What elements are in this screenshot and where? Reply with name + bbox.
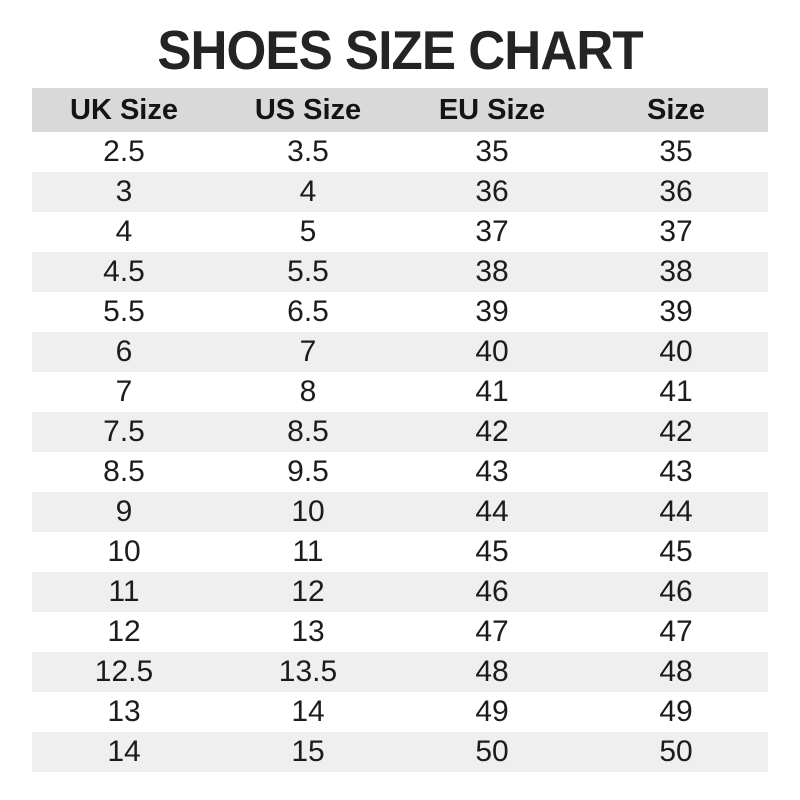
table-cell: 12.5 — [94, 655, 154, 688]
table-cell: 39 — [475, 295, 509, 328]
table-cell: 40 — [659, 335, 693, 368]
table-cell: 47 — [475, 615, 509, 648]
table-cell: 42 — [475, 415, 509, 448]
table-cell: 44 — [475, 495, 509, 528]
table-cell: 8.5 — [287, 415, 329, 448]
table-row: 13 14 49 49 — [32, 692, 768, 732]
table-cell: 9.5 — [287, 455, 329, 488]
table-cell: 40 — [475, 335, 509, 368]
table-cell: 5 — [299, 215, 317, 248]
header-row: UK Size US Size EU Size Size — [32, 88, 768, 132]
page-title: SHOES SIZE CHART — [157, 19, 643, 81]
table-cell: 6 — [115, 335, 133, 368]
table-cell: 6.5 — [287, 295, 329, 328]
table-row: 9 10 44 44 — [32, 492, 768, 532]
table-cell: 50 — [475, 735, 509, 768]
table-cell: 43 — [659, 455, 693, 488]
table-cell: 41 — [475, 375, 509, 408]
table-cell: 42 — [659, 415, 693, 448]
table-cell: 45 — [475, 535, 509, 568]
table-row: 7.5 8.5 42 42 — [32, 412, 768, 452]
table-cell: 4.5 — [103, 255, 145, 288]
table-cell: 15 — [291, 735, 325, 768]
table-cell: 50 — [659, 735, 693, 768]
table-cell: 4 — [115, 215, 133, 248]
table-cell: 8.5 — [103, 455, 145, 488]
table-cell: 48 — [659, 655, 693, 688]
table-cell: 49 — [475, 695, 509, 728]
table-cell: 5.5 — [287, 255, 329, 288]
table-cell: 7 — [115, 375, 133, 408]
table-cell: 7.5 — [103, 415, 145, 448]
table-row: 4.5 5.5 38 38 — [32, 252, 768, 292]
table-header: UK Size US Size EU Size Size — [32, 88, 768, 132]
table-cell: 38 — [475, 255, 509, 288]
table-cell: 37 — [659, 215, 693, 248]
table-body: 2.5 3.5 35 35 3 4 36 36 4 5 37 37 4.5 5.5 38 38 5.5 6.5 39… — [32, 132, 768, 772]
column-header-eu-size: EU Size — [400, 88, 584, 132]
table-cell: 38 — [659, 255, 693, 288]
table-row: 10 11 45 45 — [32, 532, 768, 572]
column-header-us-size: US Size — [216, 88, 400, 132]
table-cell: 10 — [107, 535, 141, 568]
table-cell: 10 — [291, 495, 325, 528]
table-cell: 46 — [659, 575, 693, 608]
table-row: 2.5 3.5 35 35 — [32, 132, 768, 172]
table-cell: 36 — [475, 175, 509, 208]
table-cell: 14 — [291, 695, 325, 728]
table-cell: 48 — [475, 655, 509, 688]
table-row: 7 8 41 41 — [32, 372, 768, 412]
column-header-uk-size: UK Size — [32, 88, 216, 132]
table-cell: 9 — [115, 495, 133, 528]
table-cell: 35 — [475, 135, 509, 168]
table-cell: 12 — [107, 615, 141, 648]
table-cell: 13.5 — [278, 655, 338, 688]
size-chart-table: UK Size US Size EU Size Size 2.5 3.5 35 35 3 4 36… — [32, 88, 768, 772]
table-cell: 43 — [475, 455, 509, 488]
table-cell: 5.5 — [103, 295, 145, 328]
table-cell: 4 — [299, 175, 317, 208]
table-row: 8.5 9.5 43 43 — [32, 452, 768, 492]
table-row: 12 13 47 47 — [32, 612, 768, 652]
table-cell: 11 — [108, 575, 140, 608]
table-cell: 49 — [659, 695, 693, 728]
table-cell: 44 — [659, 495, 693, 528]
table-cell: 3.5 — [287, 135, 329, 168]
table-cell: 46 — [475, 575, 509, 608]
table-row: 11 12 46 46 — [32, 572, 768, 612]
table-row: 4 5 37 37 — [32, 212, 768, 252]
table-row: 3 4 36 36 — [32, 172, 768, 212]
table-cell: 36 — [659, 175, 693, 208]
table-cell: 11 — [292, 535, 324, 568]
table-cell: 39 — [659, 295, 693, 328]
table-cell: 3 — [115, 175, 133, 208]
table-row: 14 15 50 50 — [32, 732, 768, 772]
table-cell: 37 — [475, 215, 509, 248]
table-cell: 41 — [659, 375, 693, 408]
table-cell: 2.5 — [103, 135, 145, 168]
table-row: 6 7 40 40 — [32, 332, 768, 372]
table-cell: 35 — [659, 135, 693, 168]
table-cell: 45 — [659, 535, 693, 568]
table-cell: 47 — [659, 615, 693, 648]
table-cell: 14 — [107, 735, 141, 768]
table-cell: 12 — [291, 575, 325, 608]
table-row: 12.5 13.5 48 48 — [32, 652, 768, 692]
table-cell: 13 — [291, 615, 325, 648]
table-cell: 7 — [299, 335, 317, 368]
column-header-size: Size — [584, 88, 768, 132]
table-row: 5.5 6.5 39 39 — [32, 292, 768, 332]
table-cell: 8 — [299, 375, 317, 408]
table-cell: 13 — [107, 695, 141, 728]
